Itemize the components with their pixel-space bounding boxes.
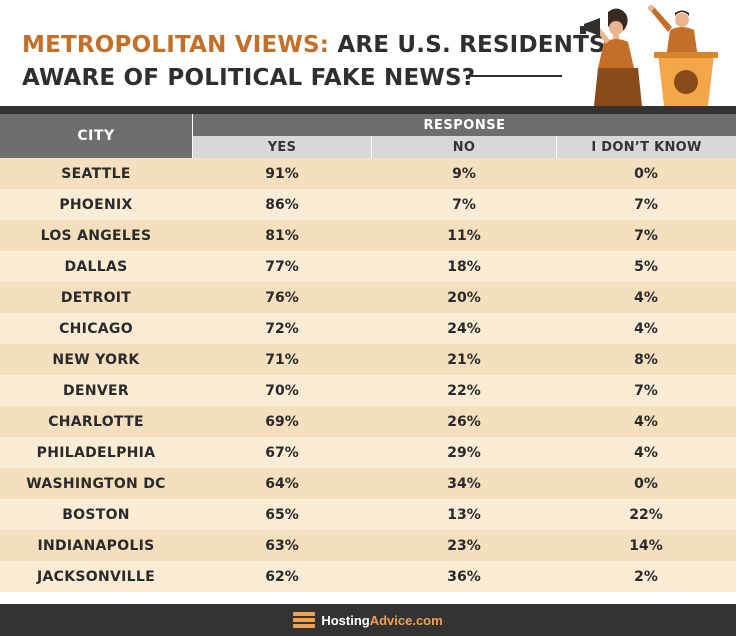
cell-dont-know: 0% bbox=[634, 165, 658, 182]
table-row: NEW YORK 71% 21% 8% bbox=[0, 344, 736, 375]
cell-no: 23% bbox=[447, 537, 481, 554]
table-row: DALLAS 77% 18% 5% bbox=[0, 251, 736, 282]
speakers-illustration bbox=[580, 5, 718, 106]
cell-no: 29% bbox=[447, 444, 481, 461]
table-row: DETROIT 76% 20% 4% bbox=[0, 282, 736, 313]
header: METROPOLITAN VIEWS: ARE U.S. RESIDENTS A… bbox=[0, 0, 736, 108]
title-rest: ARE U.S. RESIDENTS bbox=[329, 32, 606, 58]
title-accent: METROPOLITAN VIEWS: bbox=[22, 32, 330, 58]
cell-dont-know: 2% bbox=[634, 568, 658, 585]
cell-city: DENVER bbox=[63, 382, 129, 399]
table-header: CITY RESPONSE YES NO I DON’T KNOW bbox=[0, 114, 736, 158]
column-header-no: NO bbox=[372, 136, 556, 158]
table-row: PHOENIX 86% 7% 7% bbox=[0, 189, 736, 220]
cell-dont-know: 7% bbox=[634, 196, 658, 213]
cell-city: PHILADELPHIA bbox=[36, 444, 156, 461]
table-body: SEATTLE 91% 9% 0% PHOENIX 86% 7% 7% LOS ANGELES 8… bbox=[0, 158, 736, 592]
column-header-city: CITY bbox=[0, 114, 192, 158]
cell-city: LOS ANGELES bbox=[40, 227, 152, 244]
table-row: INDIANAPOLIS 63% 23% 14% bbox=[0, 530, 736, 561]
column-header-yes: YES bbox=[193, 136, 371, 158]
cell-yes: 76% bbox=[265, 289, 299, 306]
table-row: DENVER 70% 22% 7% bbox=[0, 375, 736, 406]
cell-no: 9% bbox=[452, 165, 476, 182]
cell-dont-know: 7% bbox=[634, 227, 658, 244]
cell-city: WASHINGTON DC bbox=[26, 475, 166, 492]
cell-city: INDIANAPOLIS bbox=[37, 537, 155, 554]
cell-dont-know: 14% bbox=[629, 537, 663, 554]
cell-yes: 65% bbox=[265, 506, 299, 523]
brand-icon bbox=[293, 612, 316, 628]
cell-dont-know: 4% bbox=[634, 289, 658, 306]
cell-no: 7% bbox=[452, 196, 476, 213]
cell-dont-know: 7% bbox=[634, 382, 658, 399]
cell-dont-know: 22% bbox=[629, 506, 663, 523]
title-line2: AWARE OF POLITICAL FAKE NEWS? bbox=[22, 65, 476, 91]
cell-yes: 72% bbox=[265, 320, 299, 337]
cell-yes: 71% bbox=[265, 351, 299, 368]
cell-dont-know: 8% bbox=[634, 351, 658, 368]
table-row: JACKSONVILLE 62% 36% 2% bbox=[0, 561, 736, 592]
cell-no: 13% bbox=[447, 506, 481, 523]
cell-city: DETROIT bbox=[60, 289, 132, 306]
cell-no: 21% bbox=[447, 351, 481, 368]
table-row: PHILADELPHIA 67% 29% 4% bbox=[0, 437, 736, 468]
cell-yes: 81% bbox=[265, 227, 299, 244]
cell-yes: 69% bbox=[265, 413, 299, 430]
table-row: WASHINGTON DC 64% 34% 0% bbox=[0, 468, 736, 499]
cell-city: NEW YORK bbox=[52, 351, 140, 368]
column-group-response: RESPONSE bbox=[193, 114, 736, 136]
cell-yes: 63% bbox=[265, 537, 299, 554]
cell-city: SEATTLE bbox=[61, 165, 131, 182]
column-header-dont-know: I DON’T KNOW bbox=[557, 136, 736, 158]
cell-yes: 70% bbox=[265, 382, 299, 399]
cell-no: 34% bbox=[447, 475, 481, 492]
cell-dont-know: 0% bbox=[634, 475, 658, 492]
cell-dont-know: 4% bbox=[634, 320, 658, 337]
table-row: CHARLOTTE 69% 26% 4% bbox=[0, 406, 736, 437]
cell-yes: 64% bbox=[265, 475, 299, 492]
footer: HostingAdvice.com bbox=[0, 604, 736, 636]
table-row: LOS ANGELES 81% 11% 7% bbox=[0, 220, 736, 251]
cell-no: 20% bbox=[447, 289, 481, 306]
cell-dont-know: 4% bbox=[634, 444, 658, 461]
title-underline bbox=[466, 75, 562, 77]
cell-city: JACKSONVILLE bbox=[37, 568, 155, 585]
brand-logo: HostingAdvice.com bbox=[293, 612, 443, 628]
header-divider-bar bbox=[0, 106, 736, 114]
cell-city: BOSTON bbox=[62, 506, 130, 523]
brand-name-part2: Advice.com bbox=[369, 612, 443, 628]
page-title: METROPOLITAN VIEWS: ARE U.S. RESIDENTS A… bbox=[22, 29, 606, 95]
cell-no: 24% bbox=[447, 320, 481, 337]
cell-yes: 62% bbox=[265, 568, 299, 585]
cell-city: CHICAGO bbox=[59, 320, 133, 337]
cell-no: 26% bbox=[447, 413, 481, 430]
table-row: SEATTLE 91% 9% 0% bbox=[0, 158, 736, 189]
cell-yes: 86% bbox=[265, 196, 299, 213]
cell-no: 36% bbox=[447, 568, 481, 585]
cell-no: 11% bbox=[447, 227, 481, 244]
cell-no: 18% bbox=[447, 258, 481, 275]
table-row: CHICAGO 72% 24% 4% bbox=[0, 313, 736, 344]
cell-yes: 77% bbox=[265, 258, 299, 275]
cell-no: 22% bbox=[447, 382, 481, 399]
cell-yes: 91% bbox=[265, 165, 299, 182]
cell-dont-know: 5% bbox=[634, 258, 658, 275]
brand-name-part1: Hosting bbox=[321, 612, 370, 628]
cell-yes: 67% bbox=[265, 444, 299, 461]
cell-city: CHARLOTTE bbox=[48, 413, 144, 430]
table-row: BOSTON 65% 13% 22% bbox=[0, 499, 736, 530]
cell-city: DALLAS bbox=[64, 258, 128, 275]
cell-dont-know: 4% bbox=[634, 413, 658, 430]
cell-city: PHOENIX bbox=[59, 196, 133, 213]
